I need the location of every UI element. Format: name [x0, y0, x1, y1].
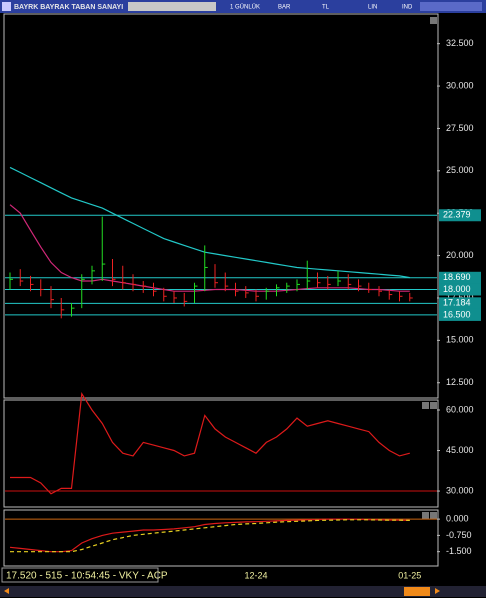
- scroll-right[interactable]: [435, 588, 440, 594]
- panel-button[interactable]: [422, 402, 429, 409]
- x-tick-label: 01-25: [398, 570, 421, 580]
- level-label: 16.500: [443, 309, 471, 319]
- scroll-left[interactable]: [4, 588, 9, 594]
- line: [10, 519, 410, 553]
- toolbar-label: IND: [402, 5, 413, 11]
- level-label: 17.184: [443, 298, 471, 308]
- toolbar-label: 1 GÜNLÜK: [230, 4, 260, 11]
- y-tick-label: -0.750: [446, 530, 472, 540]
- toolbar-label: TL: [322, 5, 330, 11]
- y-tick-label: 60.000: [446, 404, 474, 414]
- line: [10, 392, 410, 495]
- level-label-box: [439, 271, 481, 284]
- line: [9, 518, 410, 553]
- status-text: 17.520 - 515 - 10:54:45 - VKY - ACP: [6, 571, 168, 582]
- scroll-thumb[interactable]: [404, 587, 430, 596]
- panel-button[interactable]: [430, 402, 437, 409]
- y-tick-label: 30.000: [446, 485, 474, 495]
- y-tick-label: 27.500: [446, 123, 474, 133]
- line: [9, 204, 410, 292]
- y-tick-label: 12.500: [446, 377, 474, 387]
- level-label: 18.000: [443, 284, 471, 294]
- window-title: BAYRK BAYRAK TABAN SANAYI: [14, 4, 123, 11]
- scrollbar[interactable]: [0, 586, 486, 597]
- y-tick-label: 32.500: [446, 38, 474, 48]
- y-tick-label: 15.000: [446, 335, 474, 345]
- level-label-box: [439, 308, 481, 321]
- line: [9, 166, 410, 279]
- y-tick-label: 45.000: [446, 445, 474, 455]
- level-label: 22.379: [443, 210, 471, 220]
- x-tick-label: 12-24: [244, 570, 267, 580]
- toolbar-icons[interactable]: [128, 2, 216, 11]
- panel-frame: [3, 13, 439, 399]
- panel-button[interactable]: [430, 17, 437, 24]
- panel-frame: [3, 399, 439, 508]
- status-box: [1, 567, 159, 583]
- y-tick-label: 0.000: [446, 513, 469, 523]
- level-label-box: [439, 283, 481, 296]
- toolbar-label: BAR: [278, 5, 291, 11]
- level-label: 18.690: [443, 272, 471, 282]
- level-label-box: [439, 209, 481, 222]
- window-icon[interactable]: [2, 2, 11, 11]
- y-tick-label: 20.000: [446, 250, 474, 260]
- y-tick-label: 25.000: [446, 165, 474, 175]
- panel-button[interactable]: [430, 512, 437, 519]
- window-controls[interactable]: [420, 2, 482, 11]
- level-label-box: [439, 297, 481, 310]
- y-tick-label: 30.000: [446, 80, 474, 90]
- panel-button[interactable]: [422, 512, 429, 519]
- panel-frame: [3, 509, 439, 567]
- title-bar: [0, 0, 486, 13]
- toolbar-label: LIN: [368, 5, 377, 11]
- y-tick-label: -1.500: [446, 546, 472, 556]
